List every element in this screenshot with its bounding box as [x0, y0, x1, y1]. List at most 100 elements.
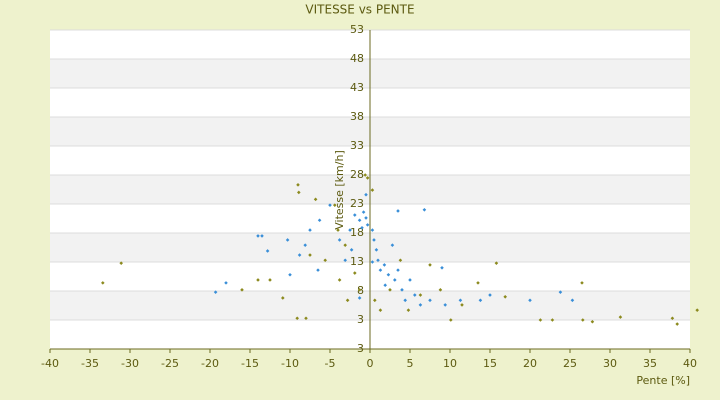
scatter-point: [443, 303, 447, 307]
scatter-point: [363, 173, 367, 177]
scatter-point: [360, 225, 364, 230]
scatter-point: [260, 234, 264, 238]
scatter-point: [418, 293, 423, 297]
scatter-point: [353, 271, 357, 275]
scatter-point: [333, 203, 337, 207]
scatter-point: [304, 316, 308, 321]
x-tick-label: 0: [367, 357, 374, 370]
scatter-point: [357, 218, 362, 223]
y-tick-label: 38: [350, 110, 364, 123]
x-tick-label: -20: [201, 357, 219, 370]
scatter-point: [348, 228, 352, 232]
scatter-point: [296, 183, 300, 187]
scatter-point: [418, 303, 423, 307]
scatter-point: [400, 288, 404, 292]
scatter-point: [388, 288, 392, 292]
scatter-point: [580, 281, 584, 285]
y-tick-label: 48: [350, 52, 364, 65]
scatter-point: [581, 318, 585, 322]
scatter-point: [297, 253, 302, 257]
scatter-point: [403, 298, 407, 303]
scatter-point: [256, 278, 260, 282]
scatter-point: [618, 315, 623, 319]
scatter-point: [386, 272, 391, 277]
scatter-point: [265, 249, 270, 253]
scatter-point: [343, 243, 347, 247]
scatter-point: [295, 316, 299, 321]
scatter-point: [297, 190, 301, 195]
scatter-point: [288, 272, 292, 277]
x-tick-label: 40: [683, 357, 697, 370]
scatter-point: [328, 203, 332, 207]
scatter-point: [438, 288, 443, 292]
scatter-point: [458, 298, 463, 303]
scatter-point: [345, 298, 350, 303]
scatter-point: [390, 243, 395, 247]
scatter-point: [268, 278, 272, 282]
scatter-point: [393, 278, 397, 282]
scatter-point: [370, 260, 375, 264]
scatter-point: [396, 268, 400, 272]
scatter-point: [428, 298, 432, 303]
scatter-point: [383, 283, 387, 287]
scatter-point: [398, 258, 403, 263]
scatter-point: [378, 308, 383, 312]
scatter-point: [460, 303, 464, 307]
scatter-point: [364, 216, 368, 220]
x-tick-label: -10: [281, 357, 299, 370]
scatter-point: [336, 228, 340, 232]
scatter-point: [361, 210, 366, 214]
scatter-point: [357, 288, 362, 292]
scatter-point: [378, 268, 383, 272]
scatter-point: [364, 192, 368, 197]
scatter-point: [449, 318, 453, 322]
scatter-point: [478, 298, 483, 303]
x-tick-label: 10: [443, 357, 457, 370]
scatter-point: [343, 258, 347, 263]
x-tick-label: 20: [523, 357, 537, 370]
scatter-point: [337, 238, 342, 242]
scatter-point: [494, 261, 499, 265]
y-tick-label: 18: [350, 226, 364, 239]
scatter-point: [119, 261, 123, 265]
scatter-point: [528, 298, 532, 303]
scatter-point: [365, 176, 370, 180]
scatter-point: [281, 296, 285, 300]
scatter-point: [570, 298, 575, 303]
scatter-point: [370, 188, 375, 192]
scatter-point: [285, 238, 290, 242]
scatter-point: [308, 228, 312, 232]
chart-title: VITESSE vs PENTE: [305, 3, 414, 17]
scatter-point: [590, 319, 595, 324]
y-tick-label: 3: [357, 313, 364, 326]
scatter-point: [303, 243, 307, 247]
x-tick-label: -5: [325, 357, 336, 370]
scatter-point: [373, 298, 377, 303]
scatter-point: [440, 266, 444, 270]
y-tick-label: 13: [350, 255, 364, 268]
scatter-point: [349, 248, 354, 252]
x-tick-label: -35: [81, 357, 99, 370]
scatter-point: [550, 318, 555, 322]
scatter-point: [382, 263, 387, 267]
scatter-point: [503, 295, 507, 299]
scatter-point: [323, 258, 327, 263]
scatter-point: [337, 278, 342, 282]
scatter-point: [256, 234, 260, 238]
scatter-point: [675, 322, 679, 326]
scatter-point: [313, 197, 318, 202]
scatter-point: [240, 288, 244, 292]
scatter-point: [101, 281, 105, 285]
scatter-point: [308, 253, 312, 257]
y-tick-label: 43: [350, 81, 364, 94]
x-axis-title: Pente [%]: [636, 374, 690, 387]
scatter-point: [353, 213, 357, 217]
x-tick-label: -15: [241, 357, 259, 370]
scatter-point: [370, 228, 375, 232]
scatter-point: [374, 248, 379, 252]
scatter-point: [538, 318, 543, 322]
scatter-point: [213, 290, 218, 294]
x-tick-label: 5: [407, 357, 414, 370]
scatter-point: [317, 218, 322, 223]
scatter-point: [224, 281, 228, 285]
